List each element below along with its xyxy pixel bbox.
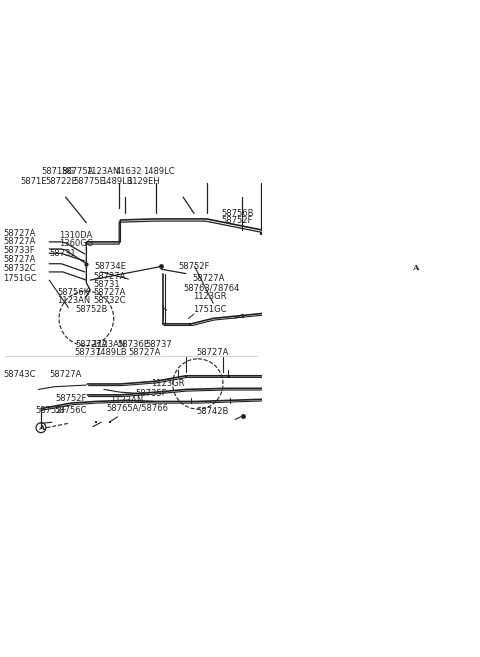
Text: 58763/78764: 58763/78764 [184, 283, 240, 292]
Text: 58736E: 58736E [118, 340, 150, 349]
Text: 58731: 58731 [94, 280, 120, 289]
Text: 1123GR: 1123GR [151, 378, 185, 388]
Text: 58752F: 58752F [35, 406, 67, 415]
Text: 58731: 58731 [49, 249, 76, 258]
Text: 58733F: 58733F [3, 246, 35, 255]
Text: 1310DA: 1310DA [59, 231, 92, 240]
Text: 58727A: 58727A [129, 348, 161, 357]
Bar [189, 323, 192, 325]
Text: 58732C: 58732C [3, 264, 36, 273]
Text: 1360GG: 1360GG [59, 239, 93, 248]
Text: 58732C: 58732C [94, 296, 126, 305]
Text: 58727A: 58727A [94, 272, 126, 281]
Text: 1123GR: 1123GR [193, 292, 227, 301]
Text: 1489LC: 1489LC [143, 167, 175, 175]
Text: 58735F: 58735F [135, 389, 167, 397]
Text: 1489LB: 1489LB [101, 177, 132, 186]
Text: 41632: 41632 [115, 167, 142, 175]
Text: 58727A: 58727A [197, 348, 229, 357]
Text: 58727A: 58727A [76, 340, 108, 349]
Bar [95, 421, 97, 423]
Text: 1129EH: 1129EH [128, 177, 160, 186]
Text: A: A [412, 264, 419, 272]
Text: A: A [38, 424, 44, 432]
Text: 1123AN: 1123AN [92, 340, 125, 349]
Text: 58727A: 58727A [50, 370, 82, 378]
Text: 58722E: 58722E [46, 177, 78, 186]
Text: 58734E: 58734E [94, 262, 126, 271]
Text: 58752F: 58752F [179, 262, 210, 271]
Bar [185, 374, 187, 377]
Text: 1123AN: 1123AN [86, 167, 119, 175]
Text: 58727A: 58727A [193, 274, 225, 283]
Text: 58742B: 58742B [196, 407, 228, 416]
Text: 5871E: 5871E [21, 177, 48, 186]
Text: 58752F: 58752F [222, 216, 253, 225]
Text: 58737: 58737 [145, 340, 172, 349]
Bar [265, 313, 268, 315]
Text: 58718G: 58718G [41, 167, 74, 175]
Text: 58727A: 58727A [3, 255, 36, 263]
Bar [109, 421, 111, 423]
Text: 1123AN: 1123AN [110, 396, 144, 405]
Text: 1123AN: 1123AN [57, 296, 90, 305]
Text: 58756B: 58756B [222, 209, 254, 218]
Text: 1751GC: 1751GC [3, 275, 36, 283]
Text: 58752F: 58752F [55, 394, 86, 403]
Text: 58727A: 58727A [94, 288, 126, 297]
Text: 1489LB: 1489LB [96, 348, 127, 357]
Text: 58756C: 58756C [55, 406, 87, 415]
Text: 58743C: 58743C [3, 370, 36, 378]
Text: 58765A/58766: 58765A/58766 [107, 403, 168, 413]
Text: 58756K: 58756K [57, 288, 89, 297]
Bar [242, 316, 244, 319]
Text: 1751GC: 1751GC [193, 305, 227, 313]
Text: 58727A: 58727A [3, 237, 36, 246]
Text: 58775A: 58775A [61, 167, 94, 175]
Text: 58737: 58737 [75, 348, 102, 357]
Text: 58727A: 58727A [3, 229, 36, 238]
Text: 58775E: 58775E [73, 177, 105, 186]
Bar [273, 374, 276, 377]
Text: 58752B: 58752B [75, 305, 108, 313]
Bar [228, 374, 229, 377]
Bar [260, 233, 263, 235]
Bar [243, 415, 245, 417]
